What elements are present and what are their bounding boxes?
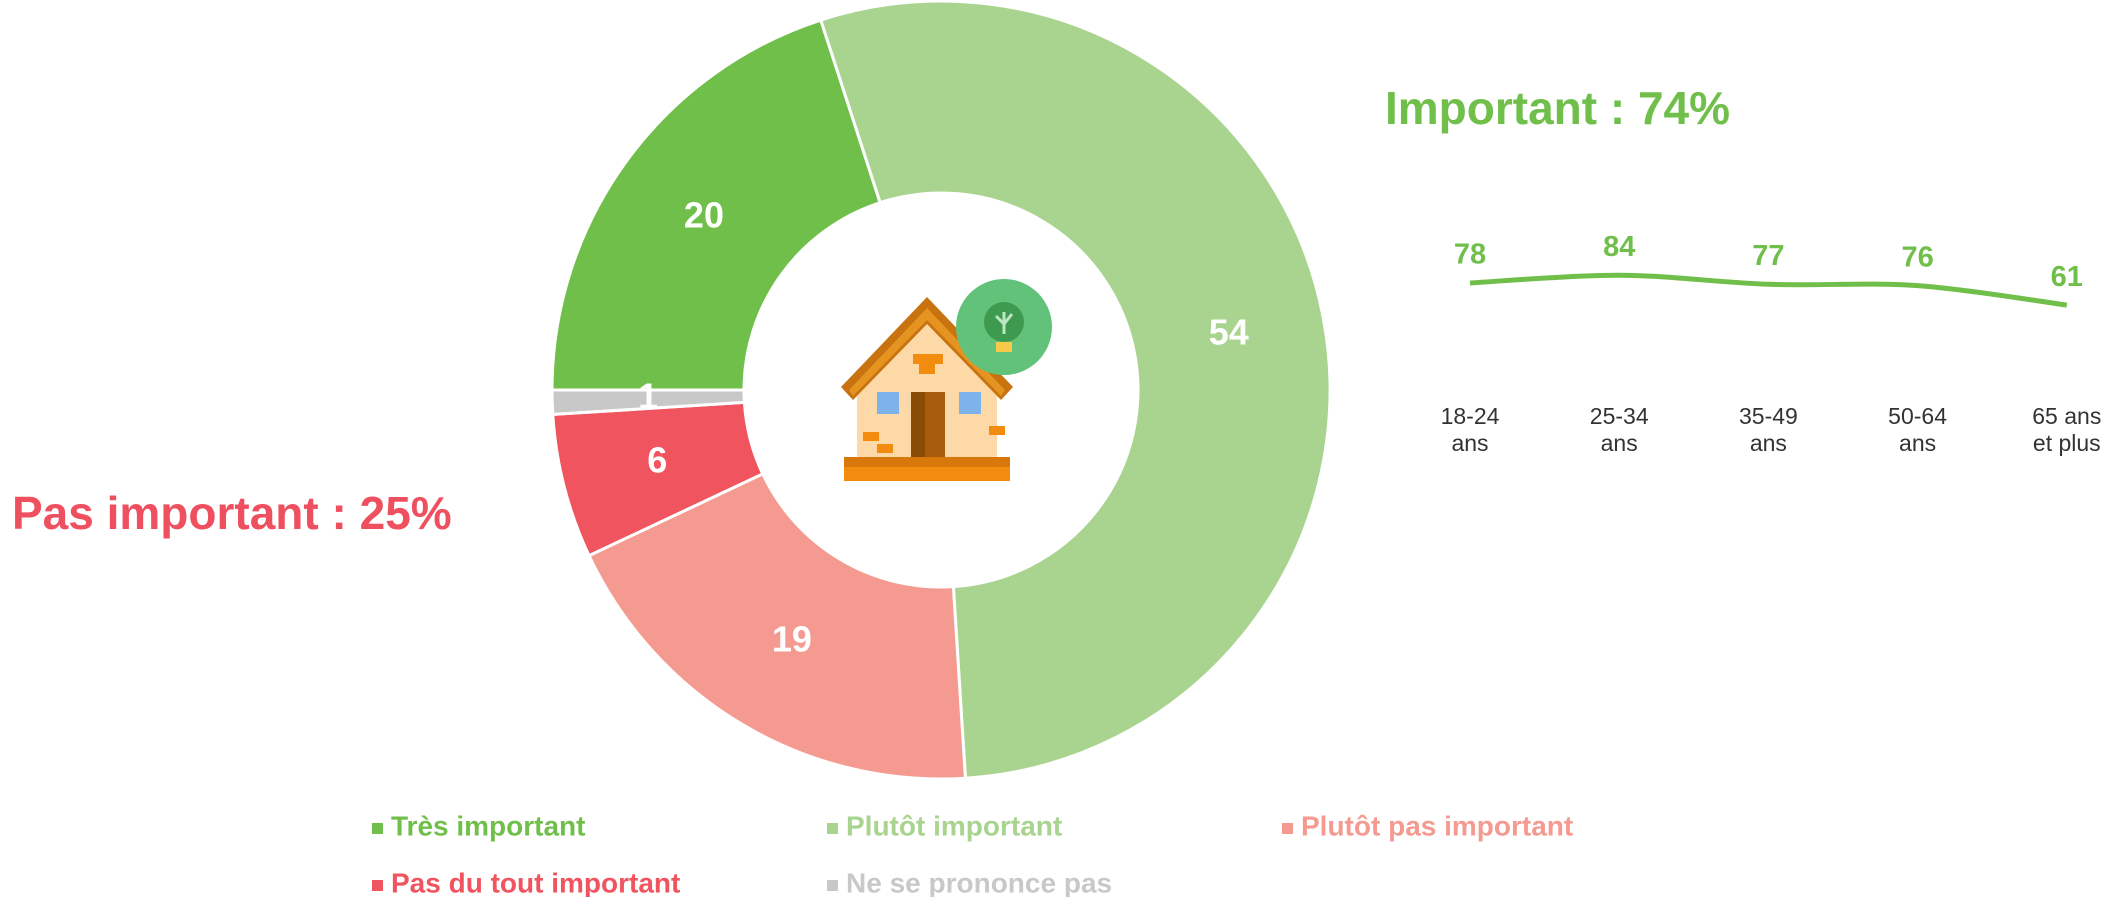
data-label: 54	[1209, 312, 1249, 353]
line	[1469, 272, 2068, 308]
donut-segment	[550, 18, 883, 392]
x-tick-label: 25-34 ans	[1590, 403, 1649, 456]
data-label: 76	[1901, 241, 1933, 273]
legend-label: Pas du tout important	[391, 867, 680, 897]
data-label: 77	[1752, 240, 1784, 272]
data-label: 61	[2051, 261, 2083, 293]
data-label: 20	[684, 194, 724, 235]
house-icon	[841, 279, 1052, 481]
legend: Très important Plutôt important Plutôt pas…	[372, 810, 1573, 898]
data-label: 6	[647, 439, 667, 480]
donut-segment	[818, 0, 1332, 780]
legend-swatch	[827, 823, 838, 834]
chart-title: Important : 74%	[1385, 82, 1730, 134]
legend-swatch	[372, 823, 383, 834]
data-label: 84	[1603, 231, 1635, 263]
x-tick-label: 35-49 ans	[1739, 403, 1798, 456]
data-label: 78	[1454, 239, 1486, 271]
x-tick-label: 65 ans et plus	[2032, 403, 2101, 456]
donut: 20 54 19 6 1	[550, 0, 1332, 781]
x-tick-label: 18-24 ans	[1441, 403, 1500, 456]
data-label: 1	[638, 376, 658, 417]
donut-segment	[550, 388, 746, 417]
legend-swatch	[827, 880, 838, 891]
x-tick-label: 50-64 ans	[1888, 403, 1947, 456]
legend-label: Ne se prononce pas	[846, 867, 1112, 897]
donut-segment	[587, 471, 968, 781]
legend-label: Plutôt pas important	[1301, 810, 1573, 841]
legend-swatch	[1282, 823, 1293, 834]
line-chart: 78 18-24 ans 84 25-34 ans 77 35-49 ans 76 50-64 ans…	[1441, 231, 2102, 456]
legend-swatch	[372, 880, 383, 891]
chart-subtitle: Pas important : 25%	[12, 487, 452, 539]
data-label: 19	[772, 619, 812, 660]
legend-label: Très important	[391, 810, 585, 841]
legend-label: Plutôt important	[846, 810, 1062, 841]
